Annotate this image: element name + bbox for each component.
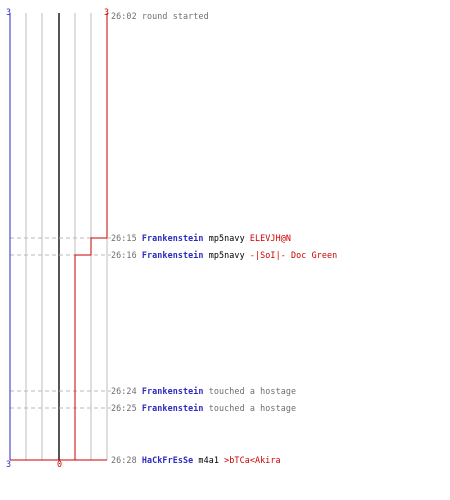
event-time: 26:24 [111, 386, 142, 396]
event-red-text: >bTCa<Akira [224, 455, 281, 465]
event-blue-text: Frankenstein [141, 386, 204, 396]
score-top-blue: 3 [6, 7, 12, 17]
event-blue-text: Frankenstein [141, 233, 204, 243]
score-bottom-red: 0 [57, 459, 63, 469]
event-time: 26:02 [111, 11, 142, 21]
event-row: 26:15 Frankenstein mp5navy ELEVJH@N [111, 233, 291, 243]
event-red-text: ELEVJH@N [249, 233, 291, 243]
event-blue-text: Frankenstein [141, 403, 204, 413]
event-time: 26:28 [111, 455, 142, 465]
player-grid [25, 13, 108, 460]
event-row: 26:28 HaCkFrEsSe m4a1 >bTCa<Akira [111, 455, 281, 465]
event-blue-text: HaCkFrEsSe [141, 455, 194, 465]
event-blue-text: Frankenstein [141, 250, 204, 260]
event-gray-text: round started [141, 11, 209, 21]
red-score-line [59, 13, 108, 461]
score-bottom-blue: 3 [6, 459, 12, 469]
event-row: 26:25 Frankenstein touched a hostage [111, 403, 296, 413]
event-time: 26:16 [111, 250, 142, 260]
event-weapon-text: mp5navy [203, 233, 250, 243]
event-red-text: -|SoI|- Doc Green [249, 250, 338, 260]
event-row: 26:16 Frankenstein mp5navy -|SoI|- Doc G… [111, 250, 337, 260]
event-gray-text: touched a hostage [203, 386, 297, 396]
event-gray-text: touched a hostage [203, 403, 297, 413]
event-weapon-text: mp5navy [203, 250, 250, 260]
event-time: 26:15 [111, 233, 142, 243]
event-row: 26:02 round started [111, 11, 209, 21]
event-time: 26:25 [111, 403, 142, 413]
event-row: 26:24 Frankenstein touched a hostage [111, 386, 296, 396]
event-guides [10, 237, 111, 409]
event-weapon-text: m4a1 [193, 455, 225, 465]
score-top-red: 3 [104, 7, 110, 17]
